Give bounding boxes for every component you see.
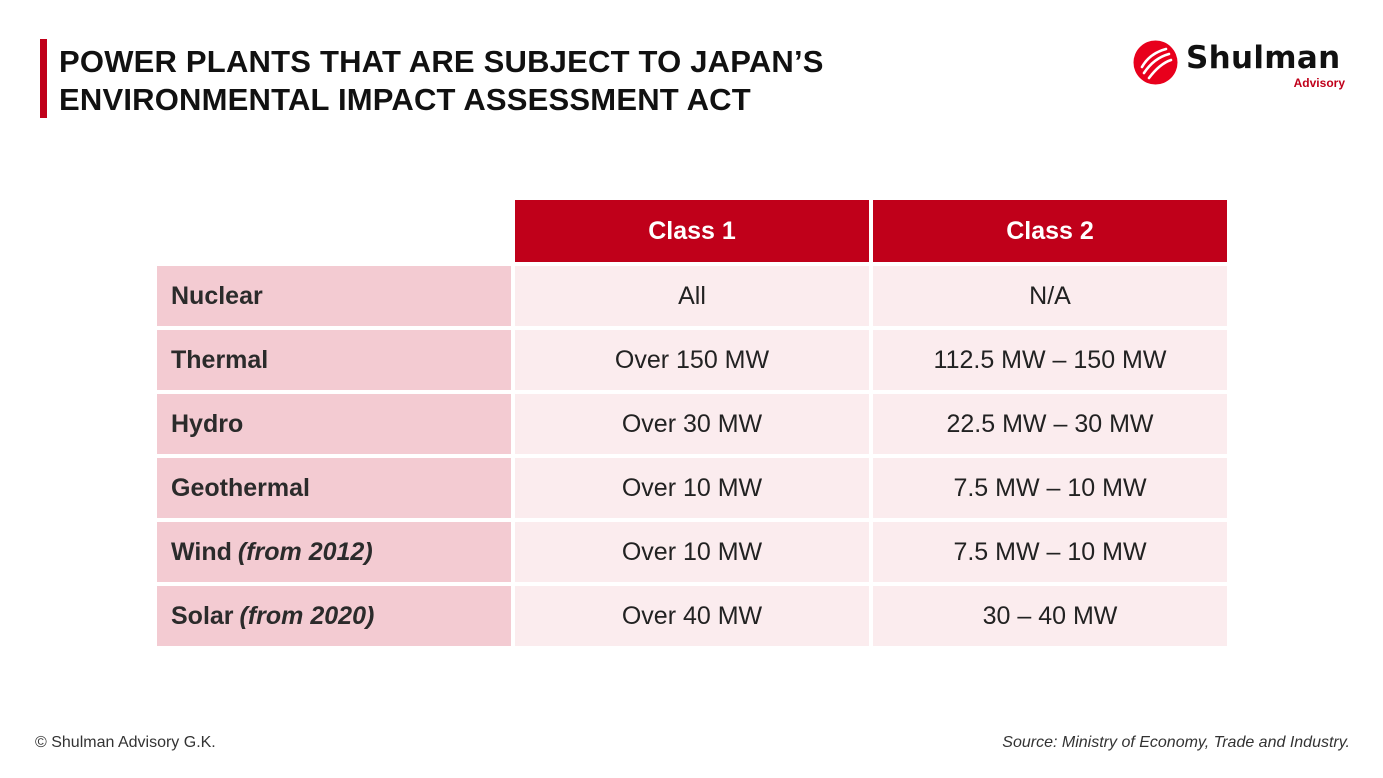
page-title: POWER PLANTS THAT ARE SUBJECT TO JAPAN’S… bbox=[59, 43, 959, 119]
table-row: Thermal Over 150 MW 112.5 MW – 150 MW bbox=[157, 330, 1227, 390]
table-row: Solar (from 2020) Over 40 MW 30 – 40 MW bbox=[157, 586, 1227, 646]
table-header-row: Class 1 Class 2 bbox=[157, 200, 1227, 262]
class-2-value: 7.5 MW – 10 MW bbox=[873, 522, 1227, 582]
row-label: Wind (from 2012) bbox=[157, 522, 511, 582]
logo-name: Shulman bbox=[1186, 40, 1341, 76]
class-1-value: Over 30 MW bbox=[515, 394, 869, 454]
table-row: Nuclear All N/A bbox=[157, 266, 1227, 326]
plant-type-note: (from 2012) bbox=[237, 537, 373, 566]
class-2-value: 30 – 40 MW bbox=[873, 586, 1227, 646]
power-plant-table: Class 1 Class 2 Nuclear All N/A Thermal … bbox=[157, 200, 1227, 650]
table-row: Hydro Over 30 MW 22.5 MW – 30 MW bbox=[157, 394, 1227, 454]
class-2-value: 7.5 MW – 10 MW bbox=[873, 458, 1227, 518]
table-corner-cell bbox=[157, 200, 511, 262]
column-header-class-2: Class 2 bbox=[873, 200, 1227, 262]
class-2-value: N/A bbox=[873, 266, 1227, 326]
plant-type: Solar bbox=[171, 601, 234, 630]
source-note: Source: Ministry of Economy, Trade and I… bbox=[1002, 734, 1350, 751]
column-header-class-1: Class 1 bbox=[515, 200, 869, 262]
plant-type: Geothermal bbox=[171, 473, 310, 502]
page-title-line-2: ENVIRONMENTAL IMPACT ASSESSMENT ACT bbox=[59, 82, 751, 117]
class-1-value: Over 10 MW bbox=[515, 458, 869, 518]
row-label: Geothermal bbox=[157, 458, 511, 518]
table-row: Wind (from 2012) Over 10 MW 7.5 MW – 10 … bbox=[157, 522, 1227, 582]
plant-type: Wind bbox=[171, 537, 232, 566]
row-label: Solar (from 2020) bbox=[157, 586, 511, 646]
class-2-value: 22.5 MW – 30 MW bbox=[873, 394, 1227, 454]
class-1-value: Over 10 MW bbox=[515, 522, 869, 582]
row-label: Thermal bbox=[157, 330, 511, 390]
page-title-line-1: POWER PLANTS THAT ARE SUBJECT TO JAPAN’S bbox=[59, 44, 824, 79]
shulman-logo-icon bbox=[1133, 40, 1178, 85]
plant-type: Thermal bbox=[171, 345, 269, 374]
class-1-value: All bbox=[515, 266, 869, 326]
table-row: Geothermal Over 10 MW 7.5 MW – 10 MW bbox=[157, 458, 1227, 518]
plant-type-note: (from 2020) bbox=[239, 601, 375, 630]
plant-type: Nuclear bbox=[171, 281, 263, 310]
logo-subtitle: Advisory bbox=[1293, 76, 1345, 90]
class-1-value: Over 150 MW bbox=[515, 330, 869, 390]
row-label: Hydro bbox=[157, 394, 511, 454]
class-2-value: 112.5 MW – 150 MW bbox=[873, 330, 1227, 390]
plant-type: Hydro bbox=[171, 409, 244, 438]
title-accent-bar bbox=[40, 39, 47, 118]
shulman-logo: Shulman Advisory bbox=[1133, 38, 1348, 92]
row-label: Nuclear bbox=[157, 266, 511, 326]
class-1-value: Over 40 MW bbox=[515, 586, 869, 646]
copyright-notice: © Shulman Advisory G.K. bbox=[35, 734, 216, 751]
